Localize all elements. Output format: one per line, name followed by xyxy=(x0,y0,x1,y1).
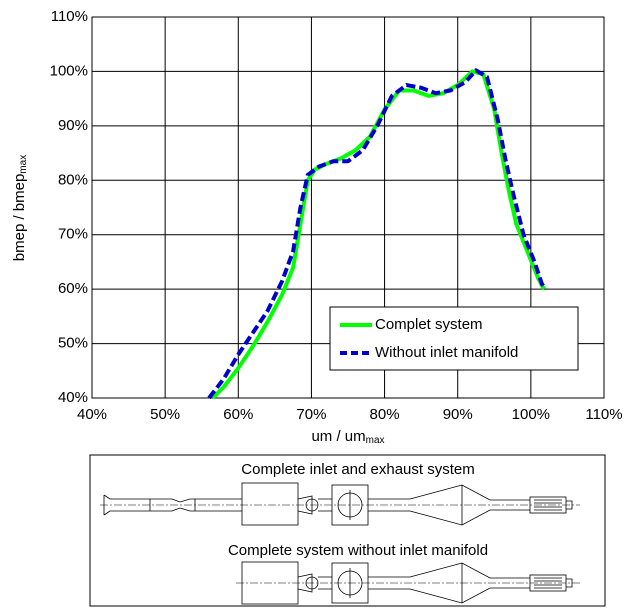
system-full xyxy=(100,482,580,526)
y-tick-label: 50% xyxy=(58,335,88,352)
diagram-top-label: Complete inlet and exhaust system xyxy=(241,461,474,478)
y-tick-label: 110% xyxy=(51,8,88,25)
diagram-frame xyxy=(89,454,606,607)
y-axis-label: bmep / bmepmax xyxy=(11,155,29,261)
y-tick-label: 100% xyxy=(50,62,88,79)
x-tick-label: 100% xyxy=(512,406,550,423)
series-line xyxy=(207,68,548,400)
y-tick-label: 80% xyxy=(58,171,88,188)
diagram: Complete inlet and exhaust system Comple… xyxy=(89,454,606,607)
y-label-main: bmep / bmep xyxy=(11,174,28,262)
x-tick-label: 40% xyxy=(77,406,107,423)
x-tick-label: 60% xyxy=(223,406,253,423)
x-tick-label: 110% xyxy=(585,406,622,423)
legend-box xyxy=(329,306,579,371)
x-tick-label: 90% xyxy=(443,406,473,423)
y-tick-label: 70% xyxy=(58,226,88,243)
system-no-manifold xyxy=(236,561,580,605)
plot: 40% 50% 60% 70% 80% 90% 100% 110% 40% 50% 60% 70% 80… xyxy=(50,8,623,423)
legend-label: Complet system xyxy=(375,316,483,333)
x-tick-label: 70% xyxy=(296,406,326,423)
y-tick-label: 60% xyxy=(58,280,88,297)
legend-label: Without inlet manifold xyxy=(375,344,518,361)
diagram-bottom-label: Complete system without inlet manifold xyxy=(228,542,488,559)
x-tick-label: 80% xyxy=(370,406,400,423)
x-tick-label: 50% xyxy=(150,406,180,423)
x-label-sub: max xyxy=(366,435,385,446)
y-tick-label: 40% xyxy=(58,389,88,406)
y-tick-label: 90% xyxy=(58,117,88,134)
x-label-main: um / um xyxy=(311,428,365,445)
x-axis-label: um / ummax xyxy=(311,428,384,446)
y-label-sub: max xyxy=(18,155,29,174)
